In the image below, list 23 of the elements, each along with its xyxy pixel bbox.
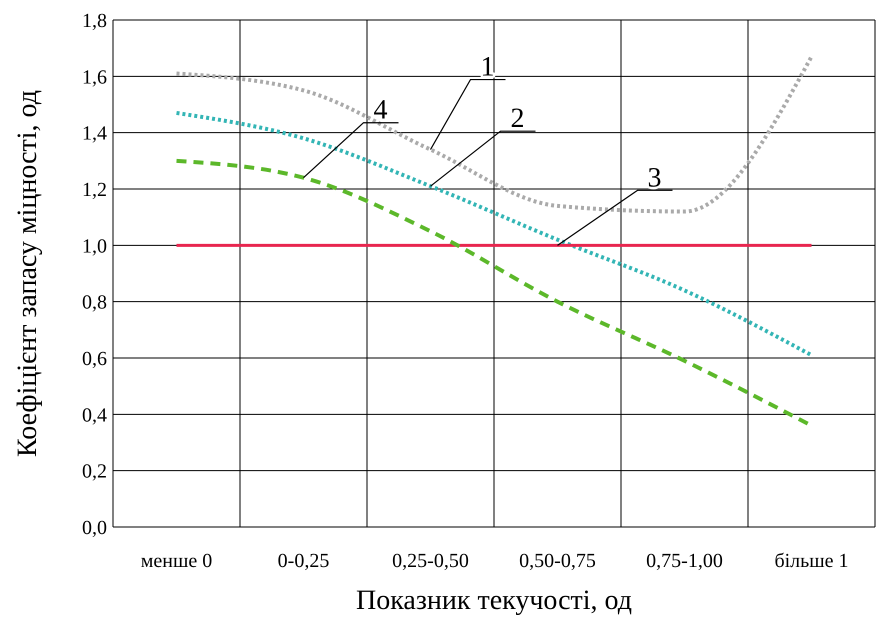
x-tick-label: 0,25-0,50: [392, 550, 469, 572]
line-series: [174, 54, 814, 214]
x-tick-label: менше 0: [140, 550, 212, 572]
annotation: 1: [480, 52, 494, 83]
y-tick-label: 0,6: [82, 348, 107, 370]
y-tick-label: 1,0: [82, 235, 107, 258]
y-tick-label: 0,0: [82, 517, 107, 539]
y-tick-label: 0,4: [82, 404, 107, 426]
y-tick-label: 0,8: [82, 292, 107, 314]
x-tick-label: 0,75-1,00: [646, 550, 723, 572]
y-tick-label: 1,6: [82, 66, 107, 88]
x-tick-label: 0,50-0,75: [519, 550, 596, 572]
y-tick-label: 1,8: [82, 10, 107, 32]
annotation: 2: [510, 103, 524, 134]
x-axis-title: Показник текучості, од: [356, 585, 632, 616]
y-tick-label: 1,4: [82, 122, 107, 145]
y-axis-title: Коефіцієнт запасу міцності, од: [12, 90, 43, 457]
y-tick-label: 1,2: [82, 179, 107, 201]
x-tick-label: 0-0,25: [278, 550, 330, 572]
annotation: 3: [648, 162, 662, 194]
y-tick-label: 0,2: [82, 460, 107, 483]
annotation: 4: [374, 94, 388, 126]
x-tick-label: більше 1: [774, 550, 849, 572]
